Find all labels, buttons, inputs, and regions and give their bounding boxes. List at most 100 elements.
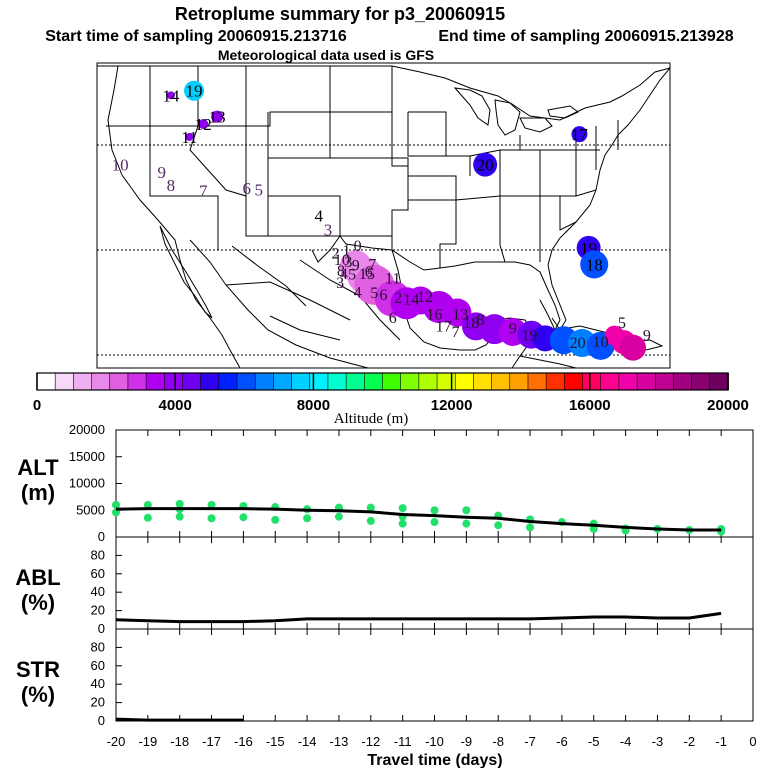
colorbar-swatch <box>345 372 366 391</box>
x-tick-label: -7 <box>524 734 536 749</box>
plume-day-label: 9 <box>509 320 517 337</box>
plume-circle <box>198 119 209 129</box>
plume-day-label: 4 <box>340 266 348 283</box>
altitude-point <box>366 503 375 512</box>
colorbar-swatch <box>309 372 329 391</box>
y-tick-label: 60 <box>91 658 105 673</box>
plume-circle <box>620 334 647 361</box>
x-tick-label: -1 <box>715 734 727 749</box>
colorbar-swatch <box>436 372 457 391</box>
x-tick-label: -3 <box>652 734 664 749</box>
plume-day-label: 8 <box>477 312 485 329</box>
colorbar-tick-label: 20000 <box>707 397 749 414</box>
plume-day-label: 13 <box>209 108 226 127</box>
altitude-point <box>589 524 598 533</box>
plume-day-label: 9 <box>157 163 166 182</box>
plume-day-label: 12 <box>417 289 433 306</box>
y-tick-label: 20 <box>91 695 105 710</box>
x-tick-label: -17 <box>202 734 221 749</box>
plume-day-label: 12 <box>195 115 212 134</box>
altitude-point <box>143 513 152 522</box>
colorbar-swatch <box>163 372 184 391</box>
colorbar-swatch <box>145 372 166 391</box>
altitude-point <box>239 513 248 522</box>
colorbar-swatch <box>654 372 675 391</box>
x-tick-label: -18 <box>170 734 189 749</box>
colorbar-swatch <box>527 372 547 391</box>
plume-day-label: 8 <box>337 263 345 280</box>
colorbar-swatch <box>709 372 729 391</box>
plume-day-label: 10 <box>112 156 129 175</box>
colorbar-swatch <box>273 372 293 391</box>
x-tick-label: -19 <box>138 734 157 749</box>
altitude-point <box>494 521 503 530</box>
plume-day-label: 6 <box>380 287 388 304</box>
plume-day-label: 2 <box>394 290 402 307</box>
plume-day-label: 2 <box>331 245 339 262</box>
plume-day-label: 20 <box>477 156 494 175</box>
colorbar: 0 4000 8000 12000 16000 20000 Altitude (m) <box>33 372 749 427</box>
plume-day-label: 14 <box>403 292 419 309</box>
series-line <box>115 611 722 624</box>
end-time: End time of sampling 20060915.213928 <box>438 28 733 45</box>
y-tick-label: 60 <box>91 566 105 581</box>
plume-day-label: 17 <box>436 318 452 335</box>
altitude-point <box>526 523 535 532</box>
altitude-point <box>398 519 407 528</box>
plume-day-label: 17 <box>571 125 589 144</box>
plume-day-label: 4 <box>354 284 362 301</box>
x-tick-label: -4 <box>620 734 632 749</box>
colorbar-swatch <box>54 372 75 391</box>
colorbar-swatch <box>218 372 238 391</box>
y-tick-label: 0 <box>98 529 105 544</box>
plume-day-label: 7 <box>452 324 460 341</box>
altitude-point <box>303 514 312 523</box>
plume-day-label: 7 <box>199 182 208 201</box>
plume-day-label: 5 <box>254 181 263 200</box>
y-tick-label: 15000 <box>69 449 105 464</box>
plume-circle <box>166 91 175 100</box>
colorbar-swatch <box>473 372 493 391</box>
y-tick-label: 0 <box>98 621 105 636</box>
colorbar-swatch <box>509 372 529 391</box>
map-graticule <box>97 144 670 356</box>
plume-day-label: 6 <box>242 179 251 198</box>
x-tick-label: 0 <box>749 734 756 749</box>
altitude-point <box>430 506 439 515</box>
series-line <box>115 717 244 722</box>
colorbar-swatch <box>200 372 220 391</box>
met-data-note: Meteorological data used is GFS <box>218 47 434 63</box>
plume-day-label: 5 <box>370 285 378 302</box>
colorbar-swatch <box>491 372 511 391</box>
plume-day-label: 15 <box>359 266 375 283</box>
colorbar-swatch <box>636 372 657 391</box>
y-axis-unit: (%) <box>21 682 55 707</box>
plume-day-label: 14 <box>162 86 180 105</box>
plume-circle <box>571 126 588 143</box>
y-tick-label: 80 <box>91 639 105 654</box>
colorbar-swatch <box>564 372 584 391</box>
plume-day-label: 18 <box>463 315 479 332</box>
x-tick-label: -14 <box>298 734 317 749</box>
plume-circle <box>185 132 194 141</box>
colorbar-tick-label: 0 <box>33 397 41 414</box>
plume-day-label: 16 <box>426 306 442 323</box>
altitude-point <box>398 504 407 513</box>
plume-day-label: 5 <box>618 315 626 332</box>
x-tick-label: -10 <box>425 734 444 749</box>
plume-day-label: 11 <box>385 270 400 287</box>
y-tick-label: 40 <box>91 584 105 599</box>
y-axis-unit: (%) <box>21 590 55 615</box>
plume-circle <box>473 152 498 177</box>
altitude-point <box>462 506 471 515</box>
x-tick-label: -20 <box>107 734 126 749</box>
plume-circle <box>580 250 609 279</box>
colorbar-swatch <box>236 372 257 391</box>
x-tick-label: -11 <box>394 734 412 749</box>
x-tick-label: -9 <box>461 734 473 749</box>
y-axis-label: ABL <box>15 565 60 590</box>
y-tick-label: 80 <box>91 547 105 562</box>
